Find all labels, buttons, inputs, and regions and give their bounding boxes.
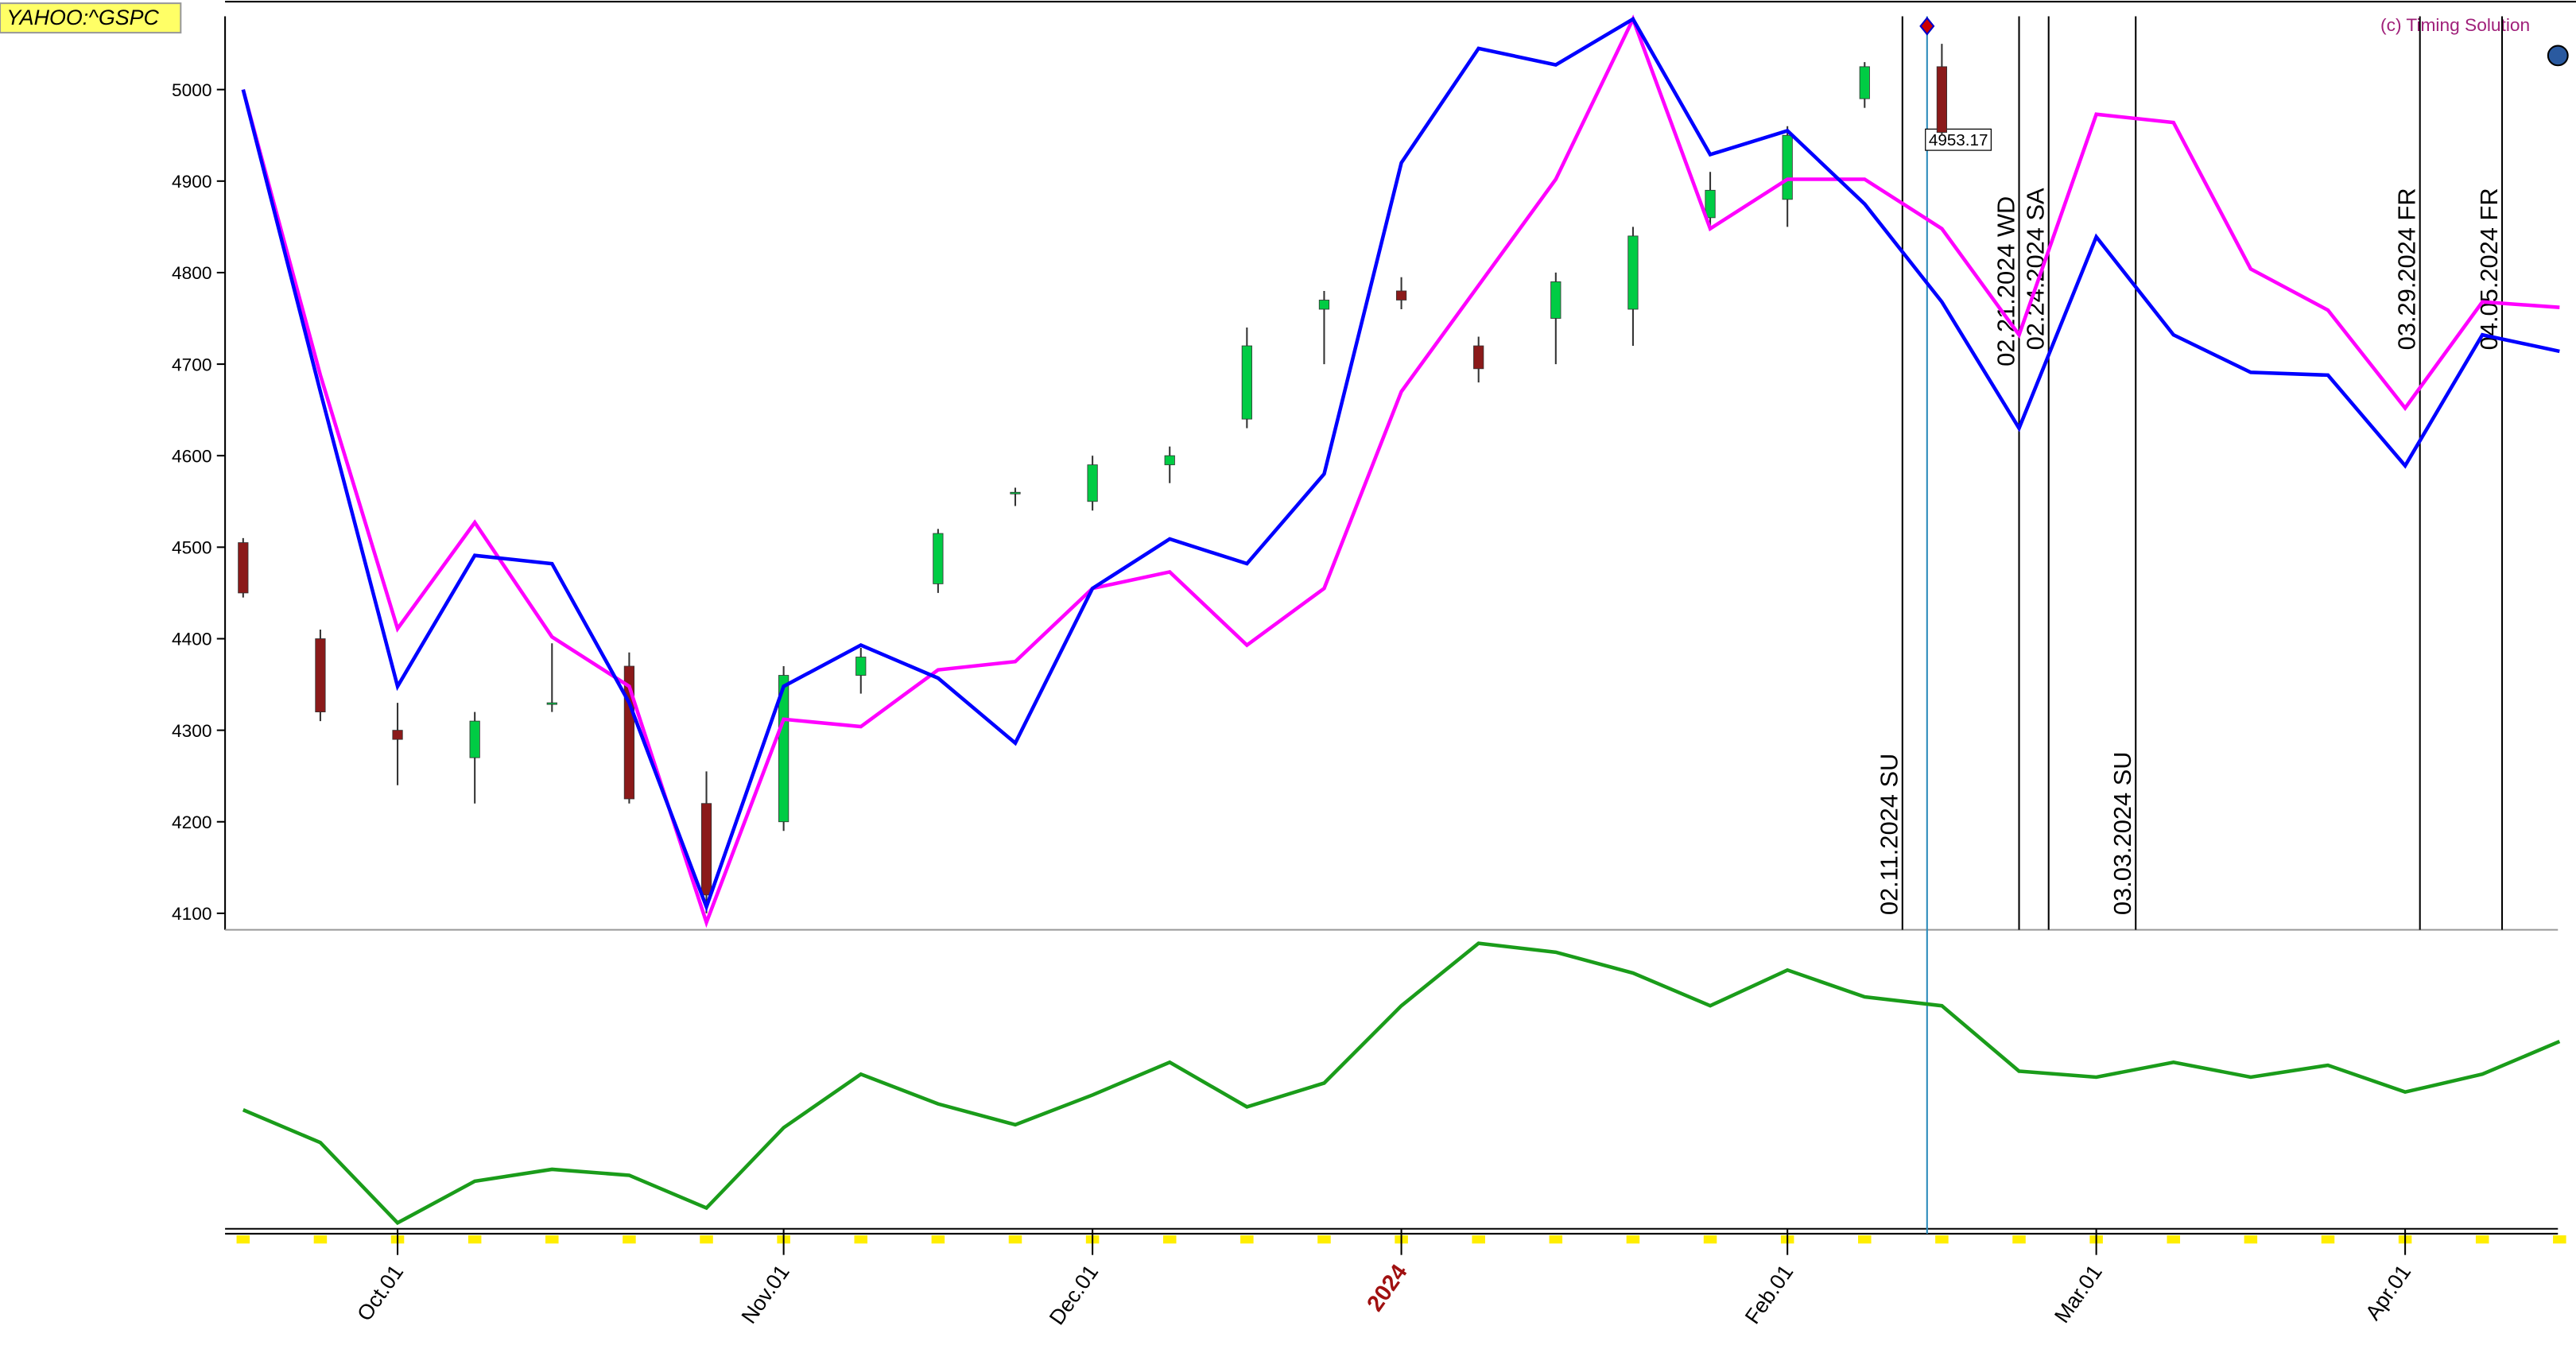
- copyright: (c) Timing Solution: [2380, 14, 2530, 35]
- candle-body: [392, 730, 403, 740]
- y-tick-label: 4600: [172, 445, 212, 466]
- y-tick-label: 4900: [172, 171, 212, 192]
- annotation-label: 03.29.2024 FR: [2392, 188, 2420, 350]
- last-price: 4953.17: [1929, 131, 1988, 149]
- x-tick-marker: [931, 1235, 945, 1244]
- annotation-label: 02.24.2024 SA: [2021, 188, 2049, 350]
- y-tick-label: 4800: [172, 262, 212, 283]
- x-tick-marker: [1472, 1235, 1485, 1244]
- candle-body: [1936, 66, 1948, 133]
- candle-body: [469, 720, 480, 758]
- x-tick-marker: [2012, 1235, 2026, 1244]
- x-tick-marker: [467, 1235, 482, 1244]
- oscillator-line: [242, 941, 2561, 1226]
- globe-icon[interactable]: [2547, 45, 2569, 67]
- annotation-label: 03.03.2024 SU: [2109, 751, 2136, 915]
- x-tick-marker: [1549, 1235, 1563, 1244]
- x-tick-marker: [1858, 1235, 1872, 1244]
- x-tick-marker: [1317, 1235, 1331, 1244]
- x-tick-marker: [2321, 1235, 2335, 1244]
- y-tick-label: 4500: [172, 537, 212, 558]
- x-tick-marker: [623, 1235, 636, 1244]
- symbol: YAHOO:^GSPC: [6, 6, 159, 29]
- x-tick-marker: [700, 1235, 713, 1244]
- annotation-label: 02.11.2024 SU: [1876, 754, 1903, 915]
- candle-body: [778, 675, 789, 823]
- candle-body: [1010, 491, 1021, 494]
- y-tick-label: 4700: [172, 354, 212, 374]
- candle-body: [1550, 281, 1562, 319]
- candle-body: [1241, 345, 1252, 420]
- x-tick-marker: [313, 1235, 328, 1244]
- candle-body: [1705, 189, 1716, 219]
- x-tick-marker: [1703, 1235, 1717, 1244]
- x-tick-marker: [2553, 1235, 2566, 1244]
- candle-body: [1318, 300, 1330, 310]
- candle-body: [1164, 455, 1175, 466]
- y-tick-label: 5000: [172, 79, 212, 100]
- candle-body: [546, 702, 557, 705]
- y-tick-label: 4200: [172, 812, 212, 832]
- x-tick-marker: [1008, 1235, 1022, 1244]
- candle-body: [700, 803, 712, 896]
- x-tick-marker: [1935, 1235, 1949, 1244]
- candle-body: [1859, 66, 1870, 99]
- candle-body: [238, 542, 249, 594]
- candle-body: [933, 533, 944, 584]
- x-tick-marker: [1240, 1235, 1254, 1244]
- annotation-label: 02.21.2024 WD: [1992, 196, 2019, 366]
- x-tick-marker: [236, 1235, 250, 1244]
- x-tick-marker: [1626, 1235, 1640, 1244]
- candle-body: [1395, 290, 1407, 300]
- candle-body: [1627, 235, 1639, 310]
- candle-body: [315, 638, 326, 712]
- candle-body: [1087, 464, 1098, 502]
- x-tick-marker: [1162, 1235, 1177, 1244]
- x-tick-marker: [2167, 1235, 2181, 1244]
- price-box: [1925, 128, 1992, 151]
- candle-body: [1473, 345, 1484, 370]
- x-tick-marker: [545, 1235, 559, 1244]
- candle-body: [1782, 134, 1793, 200]
- y-tick-label: 4100: [172, 903, 212, 924]
- candle-body: [855, 657, 867, 676]
- x-tick-marker: [2244, 1235, 2258, 1244]
- x-tick-marker: [2475, 1235, 2489, 1244]
- line: [241, 14, 2560, 928]
- marker: [1919, 16, 1935, 36]
- symbol-box: [0, 2, 182, 34]
- x-tick-marker: [854, 1235, 868, 1244]
- y-tick-label: 4300: [172, 720, 212, 741]
- annotation-label: 04.05.2024 FR: [2475, 188, 2503, 350]
- y-tick-label: 4400: [172, 629, 212, 649]
- line: [241, 16, 2560, 913]
